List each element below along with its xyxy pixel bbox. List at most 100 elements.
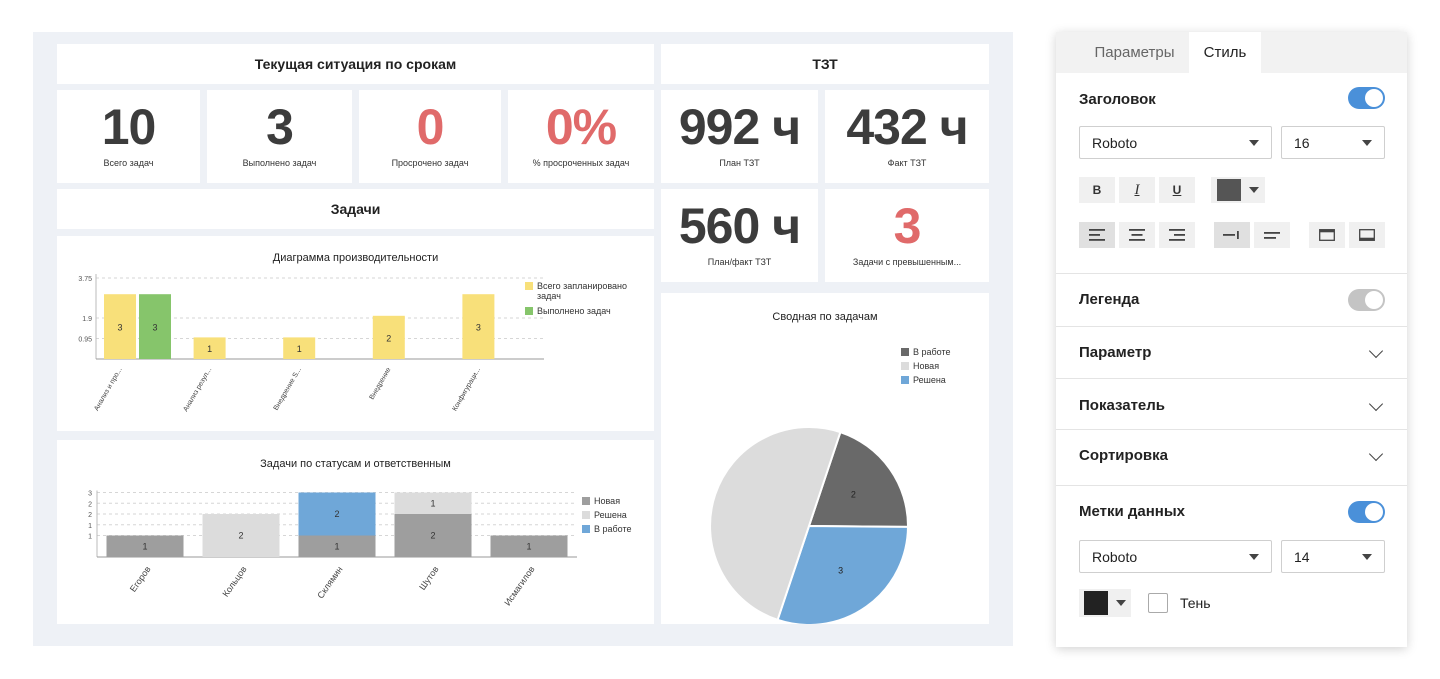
bar bbox=[104, 294, 136, 359]
chart-title: Задачи по статусам и ответственным bbox=[260, 458, 451, 470]
bar-data-label: 1 bbox=[207, 344, 212, 354]
bar bbox=[139, 294, 171, 359]
kpi-plan-fact-tzt[interactable]: 560 ч План/факт ТЗТ bbox=[661, 189, 818, 282]
legend-label: Всего запланировано bbox=[537, 281, 627, 291]
kpi-value: 992 ч bbox=[678, 99, 801, 155]
chevron-down-icon[interactable] bbox=[1368, 343, 1384, 359]
bar-segment bbox=[394, 514, 472, 557]
pie-data-label: 3 bbox=[838, 565, 843, 575]
chevron-down-icon bbox=[1249, 140, 1259, 146]
legend-swatch bbox=[901, 376, 909, 384]
position-inline-button[interactable] bbox=[1214, 222, 1250, 248]
x-tick-label: Кольцов bbox=[220, 564, 248, 598]
bar-segment bbox=[202, 514, 280, 557]
header-font-select[interactable]: Roboto bbox=[1079, 126, 1272, 159]
kpi-value: 3 bbox=[893, 198, 922, 254]
header-color-picker[interactable] bbox=[1211, 177, 1265, 203]
legend-swatch bbox=[901, 362, 909, 370]
status-chart-card[interactable]: Задачи по статусам и ответственным 3 2 2 1 1… bbox=[57, 440, 654, 624]
select-value: 14 bbox=[1294, 548, 1310, 565]
toggle-knob bbox=[1365, 503, 1383, 521]
labels-font-select[interactable]: Roboto bbox=[1079, 540, 1272, 573]
x-tick-label: Анализ и про... bbox=[93, 366, 124, 412]
window-bottom-icon bbox=[1359, 229, 1375, 241]
kpi-overdue-tasks[interactable]: 0 Просрочено задач bbox=[359, 90, 501, 183]
x-tick-label: Анализ резул... bbox=[182, 366, 213, 413]
legend-label: Новая bbox=[913, 361, 939, 371]
position-block-button[interactable] bbox=[1254, 222, 1290, 248]
kpi-plan-tzt[interactable]: 992 ч План ТЗТ bbox=[661, 90, 818, 183]
labels-color-picker[interactable] bbox=[1079, 589, 1131, 617]
shadow-checkbox[interactable] bbox=[1148, 593, 1168, 613]
bar-segment bbox=[394, 492, 472, 514]
header-size-select[interactable]: 16 bbox=[1281, 126, 1385, 159]
header-tzt: ТЗТ bbox=[661, 44, 989, 84]
chevron-down-icon bbox=[1362, 140, 1372, 146]
color-swatch bbox=[1217, 179, 1241, 201]
legend-label: Решена bbox=[913, 375, 946, 385]
indicator-section-label[interactable]: Показатель bbox=[1079, 397, 1166, 414]
bar-segment bbox=[490, 535, 568, 557]
data-labels-toggle[interactable] bbox=[1348, 501, 1385, 523]
legend-section-label: Легенда bbox=[1079, 291, 1140, 308]
kpi-fact-tzt[interactable]: 432 ч Факт ТЗТ bbox=[825, 90, 989, 183]
chevron-down-icon[interactable] bbox=[1368, 396, 1384, 412]
kpi-value: 0 bbox=[416, 99, 445, 155]
align-center-button[interactable] bbox=[1119, 222, 1155, 248]
align-center-icon bbox=[1129, 229, 1145, 241]
divider bbox=[1056, 326, 1407, 327]
bar bbox=[462, 294, 495, 359]
sort-section-label[interactable]: Сортировка bbox=[1079, 447, 1168, 464]
labels-size-select[interactable]: 14 bbox=[1281, 540, 1385, 573]
bar bbox=[372, 315, 405, 359]
y-tick-label: 2 bbox=[88, 501, 92, 508]
bar-data-label: 2 bbox=[238, 531, 243, 541]
tab-parameters[interactable]: Параметры bbox=[1094, 44, 1175, 61]
bar-data-label: 1 bbox=[142, 541, 147, 551]
bar-data-label: 1 bbox=[526, 541, 531, 551]
kpi-completed-tasks[interactable]: 3 Выполнено задач bbox=[207, 90, 352, 183]
chevron-down-icon[interactable] bbox=[1368, 446, 1384, 462]
kpi-caption: План ТЗТ bbox=[719, 158, 760, 168]
x-tick-label: Исмагилов bbox=[502, 564, 536, 607]
align-right-icon bbox=[1169, 229, 1185, 241]
tab-style[interactable]: Стиль bbox=[1189, 32, 1261, 73]
parameter-section-label[interactable]: Параметр bbox=[1079, 344, 1152, 361]
chart-title: Сводная по задачам bbox=[772, 311, 878, 323]
position-block-icon bbox=[1264, 232, 1280, 239]
divider bbox=[1056, 273, 1407, 274]
position-bottom-button[interactable] bbox=[1349, 222, 1385, 248]
pie-data-label: 2 bbox=[851, 489, 856, 499]
header-section-label: Заголовок bbox=[1079, 91, 1156, 108]
y-tick-label: 1 bbox=[88, 523, 92, 530]
header-toggle[interactable] bbox=[1348, 87, 1385, 109]
color-swatch bbox=[1084, 591, 1108, 615]
legend-toggle[interactable] bbox=[1348, 289, 1385, 311]
position-top-button[interactable] bbox=[1309, 222, 1345, 248]
summary-pie-card[interactable]: Сводная по задачам 2 3 В работе Новая Решена bbox=[661, 293, 989, 624]
select-value: Roboto bbox=[1092, 134, 1138, 151]
divider bbox=[1056, 429, 1407, 430]
underline-button[interactable]: U bbox=[1159, 177, 1195, 203]
bar-data-label: 3 bbox=[117, 323, 122, 333]
select-value: Roboto bbox=[1092, 548, 1138, 565]
kpi-total-tasks[interactable]: 10 Всего задач bbox=[57, 90, 200, 183]
x-tick-label: Конфигураци... bbox=[452, 366, 483, 412]
kpi-exceeded-tasks[interactable]: 3 Задачи с превышенным... bbox=[825, 189, 989, 282]
kpi-overdue-percent[interactable]: 0% % просроченных задач bbox=[508, 90, 654, 183]
performance-chart-card[interactable]: Диаграмма производительности 3.75 1.9 0.95… bbox=[57, 236, 654, 431]
chevron-down-icon bbox=[1249, 554, 1259, 560]
kpi-caption: Факт ТЗТ bbox=[887, 158, 927, 168]
status-chart: 3 2 2 1 1 1 Егоров 2 Кольцов 1 2 Склямин 2 1 Шутов 1 Исм… bbox=[88, 490, 632, 608]
x-tick-label: Егоров bbox=[128, 564, 153, 594]
bold-button[interactable]: B bbox=[1079, 177, 1115, 203]
bar-data-label: 2 bbox=[386, 333, 391, 343]
divider bbox=[1056, 378, 1407, 379]
italic-button[interactable]: I bbox=[1119, 177, 1155, 203]
summary-pie-chart: 2 3 В работе Новая Решена bbox=[709, 347, 951, 624]
window-top-icon bbox=[1319, 229, 1335, 241]
kpi-value: 0% bbox=[545, 99, 617, 155]
align-left-button[interactable] bbox=[1079, 222, 1115, 248]
align-right-button[interactable] bbox=[1159, 222, 1195, 248]
chevron-down-icon bbox=[1116, 600, 1126, 606]
